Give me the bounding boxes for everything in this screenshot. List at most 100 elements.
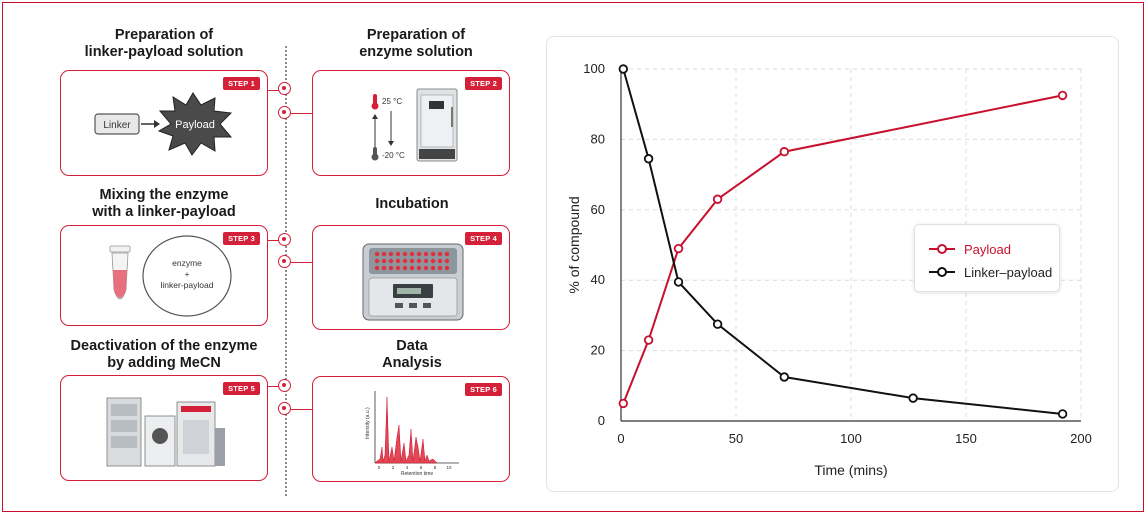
linker-label: Linker: [103, 120, 131, 131]
x-tick-label: 50: [729, 431, 743, 446]
chromatogram-tick: 2: [392, 465, 395, 470]
step2-card: STEP 2 25 °C -20 °C: [312, 70, 510, 176]
chart-legend: Payload Linker–payload: [914, 224, 1060, 292]
step5-badge: STEP 5: [223, 382, 260, 395]
step6-heading: Data Analysis: [382, 338, 442, 371]
data-point-payload: [1057, 90, 1068, 101]
y-axis-title: % of compound: [566, 196, 582, 293]
legend-label-linker-payload: Linker–payload: [964, 264, 1053, 280]
data-point-payload: [712, 194, 723, 204]
data-point-linker-payload: [643, 154, 654, 164]
step1-heading: Preparation of linker-payload solution: [84, 27, 244, 60]
connector-step1: [268, 90, 282, 91]
data-point-linker-payload: [1057, 409, 1068, 419]
incubator-icon: [362, 243, 464, 321]
timeline-node-step2: [278, 106, 291, 119]
chromatogram-ylabel: Intensity (a.u.): [365, 407, 371, 439]
series-line-payload: [622, 94, 1063, 404]
y-tick-label: 40: [591, 272, 605, 287]
step5-heading: Deactivation of the enzyme by adding MeC…: [70, 338, 258, 371]
chromatogram-tick: 8: [434, 465, 437, 470]
y-tick-label: 20: [591, 343, 605, 358]
chromatogram-xlabel: Retention time: [401, 471, 433, 477]
legend-label-payload: Payload: [964, 241, 1011, 257]
temp-high-label: 25 °C: [382, 97, 402, 106]
step4-heading: Incubation: [375, 196, 449, 212]
chromatogram-tick: 10: [446, 465, 452, 470]
legend-swatch-linker-payload: [929, 266, 955, 278]
mix-line1: enzyme: [172, 258, 202, 268]
freezer-icon: [416, 88, 458, 162]
step6-badge: STEP 6: [465, 383, 502, 396]
x-axis-title: Time (mins): [814, 462, 887, 478]
payload-label: Payload: [175, 119, 215, 131]
timeline-node-step3: [278, 233, 291, 246]
thermometer-high-icon: [371, 94, 379, 110]
timeline-node-step1: [278, 82, 291, 95]
legend-swatch-payload: [929, 243, 955, 255]
data-point-linker-payload: [618, 64, 628, 74]
legend-item-payload: Payload: [929, 241, 1011, 257]
legend-item-linker-payload: Linker–payload: [929, 264, 1052, 280]
chromatogram-peaks: [374, 396, 438, 464]
thermometer-low-icon: [371, 147, 379, 161]
chromatogram-tick: 4: [406, 465, 409, 470]
x-tick-label: 150: [955, 431, 977, 446]
chromatogram-tick: 0: [378, 465, 381, 470]
data-point-linker-payload: [908, 393, 918, 403]
tube-icon: [109, 245, 131, 300]
y-tick-label: 100: [583, 61, 605, 76]
step3-illustration: enzyme + linker-payload: [109, 235, 232, 317]
step4-badge: STEP 4: [465, 232, 502, 245]
step3-card: STEP 3 enzyme + linker-payload: [60, 225, 268, 326]
timeline-node-step6: [278, 402, 291, 415]
connector-step4: [290, 262, 312, 263]
payload-starburst: [157, 92, 233, 156]
x-tick-label: 200: [1070, 431, 1092, 446]
y-tick-label: 0: [598, 413, 605, 428]
x-tick-label: 100: [840, 431, 862, 446]
data-point-linker-payload: [712, 319, 723, 329]
data-point-payload: [673, 243, 684, 254]
connector-step2: [290, 113, 312, 114]
step6-card: STEP 6 Intensity (a.u.) Retention time 0…: [312, 376, 510, 482]
data-point-linker-payload: [779, 372, 789, 382]
step5-card: STEP 5: [60, 375, 268, 481]
y-tick-label: 60: [591, 202, 605, 217]
reaction-arrowhead: [154, 120, 160, 128]
timeline-node-step4: [278, 255, 291, 268]
step4-card: STEP 4: [312, 225, 510, 330]
x-tick-label: 0: [617, 431, 624, 446]
step1-illustration: Linker Payload: [94, 92, 233, 156]
temp-low-label: -20 °C: [382, 151, 405, 160]
data-point-linker-payload: [673, 277, 684, 287]
line-chart: 0 20 40 60 80 100 0 50 100 150 200 Time (mins) % of …: [566, 61, 1092, 478]
mix-line2: +: [185, 269, 190, 279]
step2-heading: Preparation of enzyme solution: [359, 27, 473, 60]
connector-step6: [290, 409, 312, 410]
chromatogram-illustration: Intensity (a.u.) Retention time 0 2 4 6 …: [365, 391, 459, 477]
y-tick-label: 80: [591, 131, 605, 146]
chromatogram-x-ticks: 0 2 4 6 8 10: [378, 465, 452, 470]
step3-heading: Mixing the enzyme with a linker-payload: [92, 187, 236, 220]
step1-card: STEP 1 Linker Payload: [60, 70, 268, 176]
step2-illustration: 25 °C -20 °C: [371, 88, 458, 162]
step3-badge: STEP 3: [223, 232, 260, 245]
mix-line3: linker-payload: [161, 280, 214, 290]
timeline-divider: [285, 46, 287, 496]
data-point-payload: [618, 398, 628, 409]
connector-step5: [268, 386, 282, 387]
linker-box: [94, 113, 140, 135]
timeline-node-step5: [278, 379, 291, 392]
well-plate: [374, 251, 450, 271]
step4-illustration: [362, 243, 464, 321]
lc-ms-instrument-icon: [106, 397, 225, 467]
chromatogram-tick: 6: [420, 465, 423, 470]
data-point-payload: [643, 335, 654, 345]
connector-step3: [268, 240, 282, 241]
step2-badge: STEP 2: [465, 77, 502, 90]
step5-illustration: [106, 397, 225, 467]
step1-badge: STEP 1: [223, 77, 260, 90]
data-point-payload: [779, 147, 789, 157]
